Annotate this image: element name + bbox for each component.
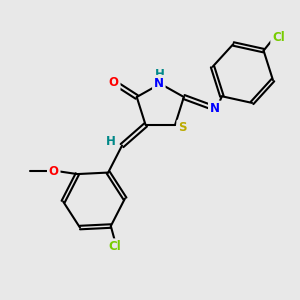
Text: H: H [155, 68, 165, 81]
Text: Cl: Cl [109, 240, 122, 253]
Text: N: N [154, 77, 164, 90]
Text: O: O [49, 165, 59, 178]
Text: Cl: Cl [272, 31, 285, 44]
Text: O: O [109, 76, 119, 89]
Text: H: H [106, 135, 116, 148]
Text: S: S [178, 122, 187, 134]
Text: N: N [210, 102, 220, 115]
